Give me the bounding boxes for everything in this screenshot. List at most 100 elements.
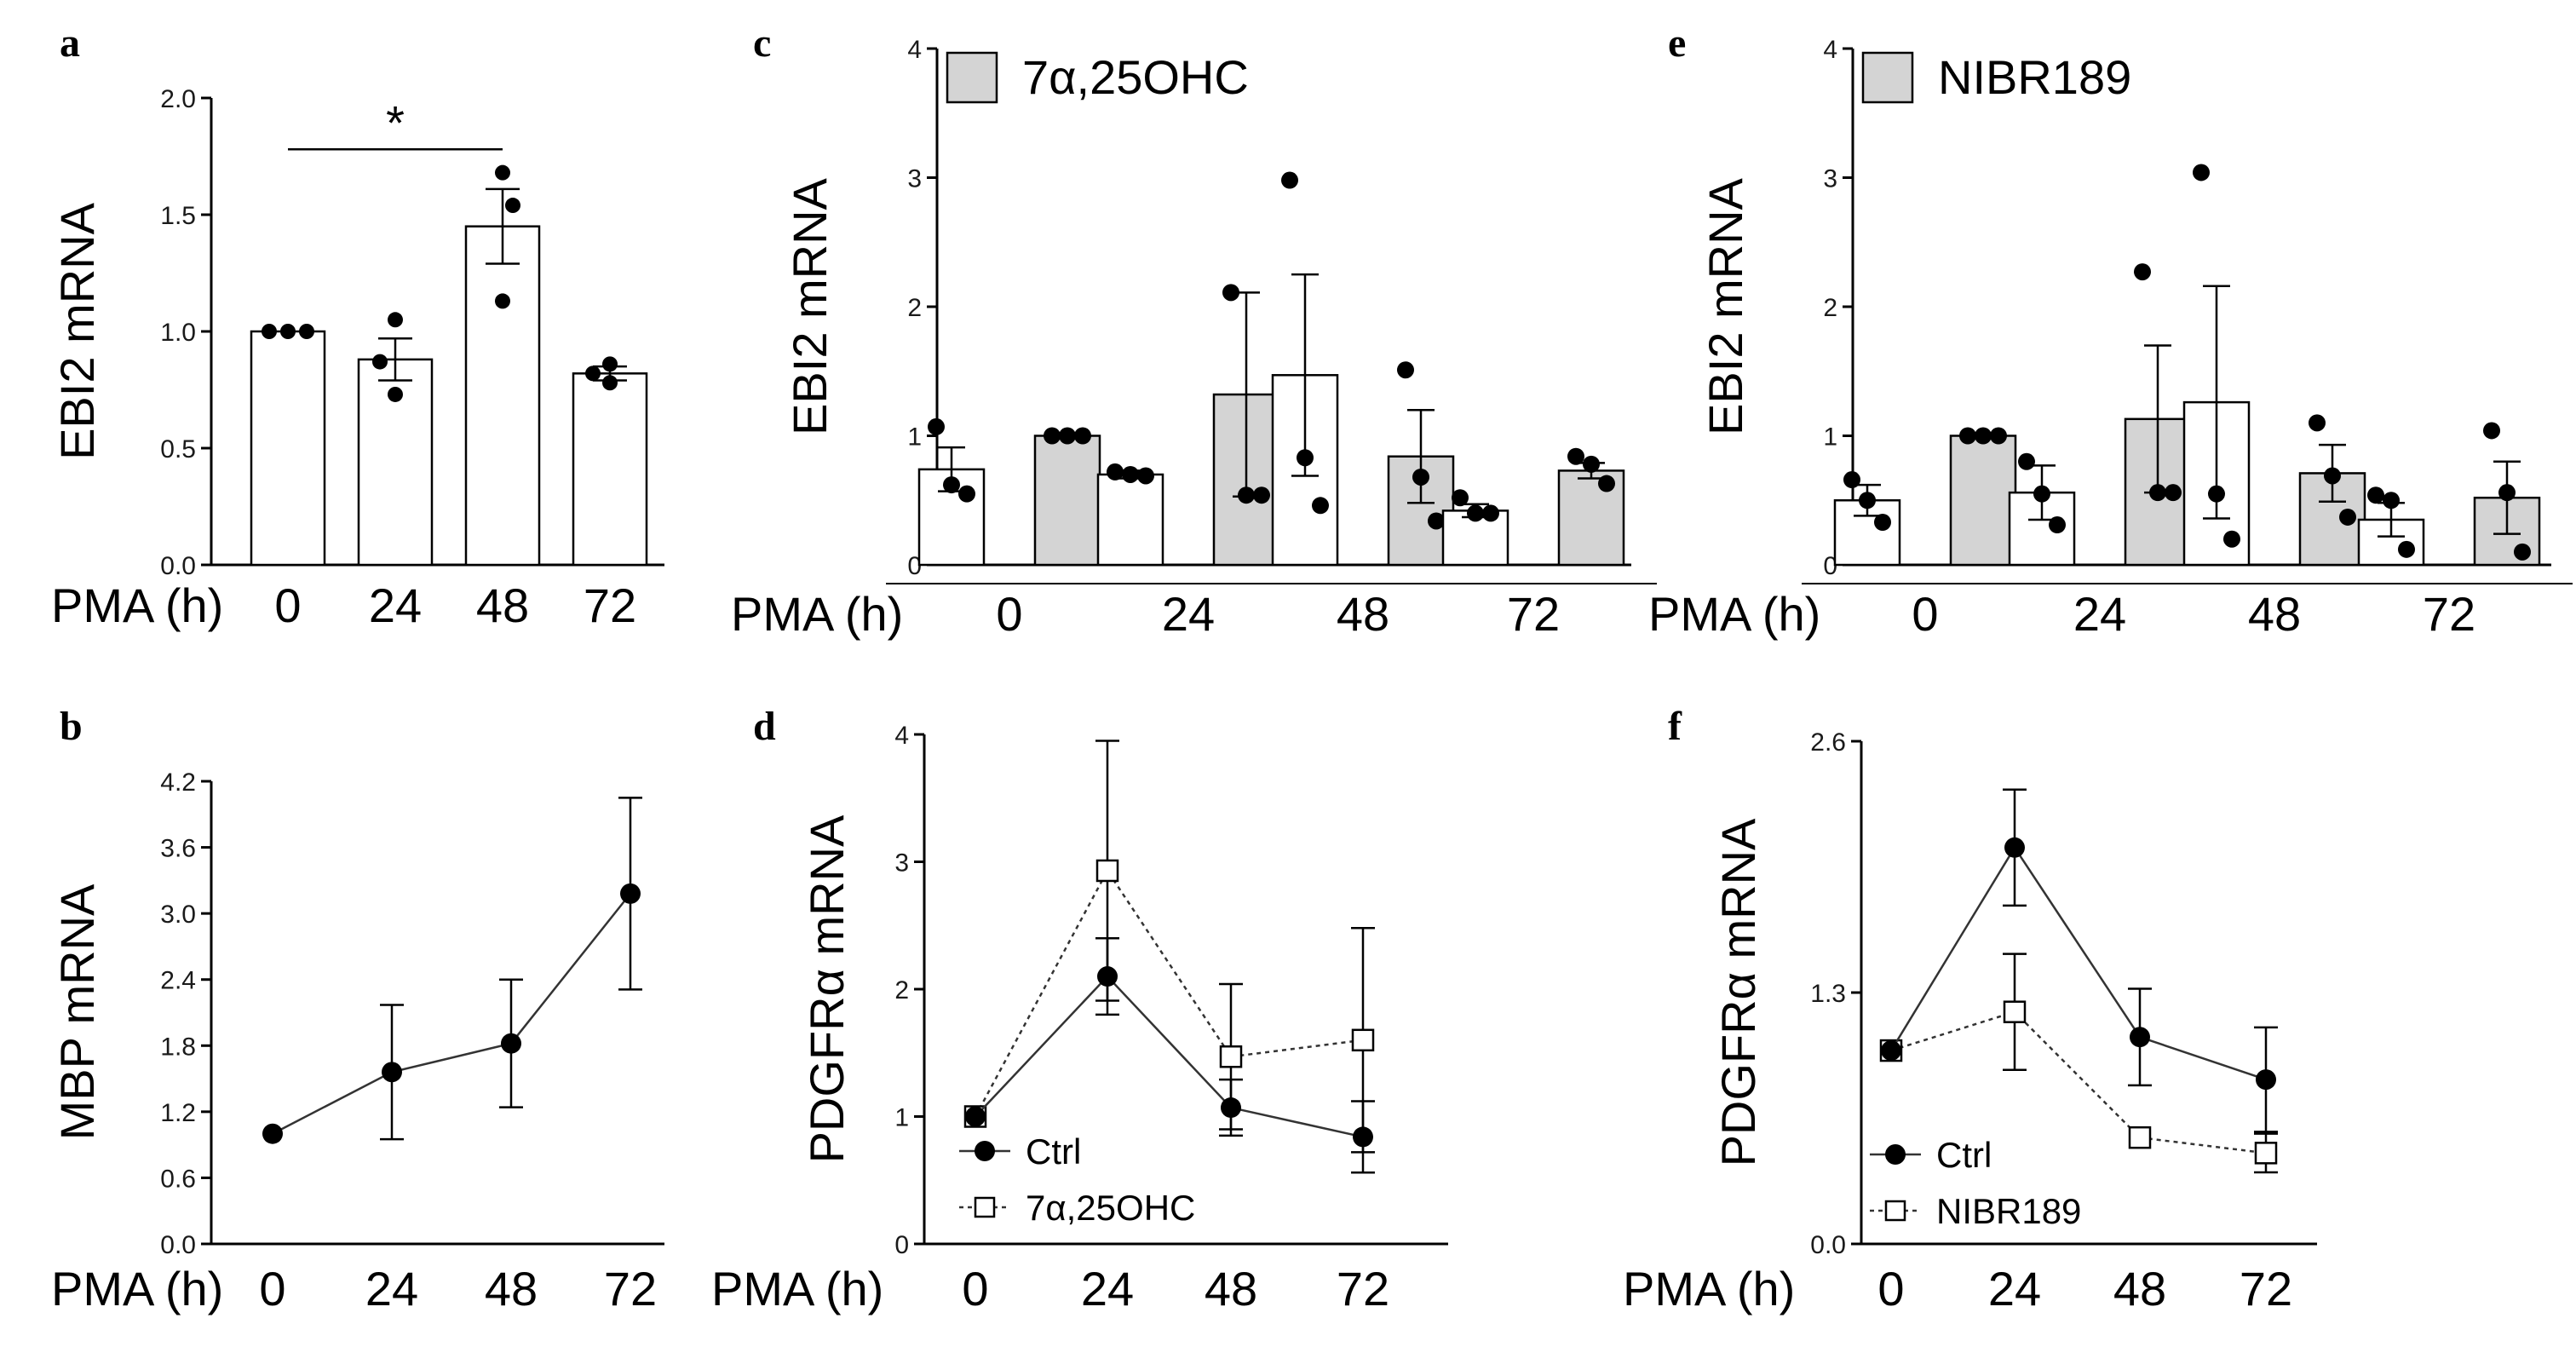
data-point-ctrl [1881, 1040, 1901, 1062]
data-point [2223, 530, 2240, 548]
y-tick-label: 4 [1823, 36, 1837, 64]
data-point [2324, 467, 2341, 485]
data-point [1253, 486, 1270, 504]
data-point [602, 375, 618, 391]
data-point [1874, 514, 1891, 532]
x-category-label: 72 [1337, 1262, 1389, 1315]
data-point [1059, 427, 1076, 445]
bar-ctrl [1096, 473, 1164, 567]
bar-treated [1949, 435, 2017, 567]
data-point [620, 883, 641, 904]
data-point [280, 324, 296, 339]
x-category-label: 0 [259, 1262, 285, 1315]
x-category-label: 48 [2248, 587, 2301, 641]
data-point [2398, 540, 2415, 558]
y-tick-label: 4 [907, 36, 922, 64]
data-point [505, 198, 520, 214]
data-point [2049, 516, 2066, 534]
series-line-treated [1890, 1010, 2267, 1154]
data-point [1975, 427, 1992, 445]
y-tick-label: 0.0 [160, 552, 196, 580]
data-point [262, 324, 277, 339]
y-axis-label: PDGFRα mRNA [800, 815, 854, 1163]
data-point [1959, 427, 1976, 445]
data-point [2165, 484, 2182, 502]
y-tick-label: 4.2 [160, 768, 196, 797]
data-point-treated [1219, 1045, 1243, 1068]
data-point [2367, 486, 2384, 504]
y-tick-label: 2 [894, 976, 909, 1004]
y-tick-label: 0.6 [160, 1165, 196, 1193]
data-point [1122, 465, 1139, 483]
data-point [2383, 492, 2400, 509]
x-category-label: 72 [2423, 587, 2475, 641]
y-axis-label: EBI2 mRNA [50, 202, 104, 459]
data-point [388, 386, 403, 402]
data-point [2193, 164, 2210, 181]
y-tick-label: 3.0 [160, 901, 196, 929]
y-tick-label: 0 [894, 1231, 909, 1259]
data-point [1222, 284, 1239, 302]
x-axis-title: PMA (h) [711, 1262, 883, 1315]
x-category-label: 24 [1988, 1262, 2041, 1315]
data-point [928, 417, 945, 435]
x-category-label: 72 [584, 579, 636, 632]
panel-f-pdgfra-nibr189-line-chart: 0.0 1.3 2.6 PDGFRα mRNA PMA (h) 0 24 48 72 Ctrl NI… [1623, 728, 2317, 1315]
data-point [495, 164, 510, 181]
data-point [299, 324, 314, 339]
y-tick-label: 1.8 [160, 1033, 196, 1061]
data-point [501, 1033, 521, 1054]
data-point [2339, 508, 2356, 526]
data-point [262, 1123, 283, 1144]
data-point [382, 1062, 402, 1083]
panel-d-pdgfra-7a25ohc-line-chart: 0 1 2 3 4 PDGFRα mRNA PMA (h) 0 24 48 72 Ctrl 7α,25O… [711, 722, 1448, 1315]
x-category-label: 0 [1877, 1262, 1904, 1315]
data-point [1297, 449, 1314, 467]
series-line-ctrl [975, 975, 1364, 1138]
x-axis-title: PMA (h) [51, 1262, 223, 1315]
panel-letter-e: e [1668, 20, 1686, 66]
data-point [372, 354, 388, 370]
legend-swatch [946, 51, 998, 104]
x-category-label: 48 [476, 579, 529, 632]
x-category-label: 0 [962, 1262, 988, 1315]
bar [250, 330, 326, 567]
bar-treated [1033, 435, 1101, 567]
x-category-label: 72 [1507, 587, 1560, 641]
data-point [1074, 427, 1091, 445]
data-point [1044, 427, 1061, 445]
data-point [1859, 492, 1876, 509]
y-axis-label: MBP mRNA [50, 884, 104, 1140]
data-point-ctrl [2004, 837, 2025, 858]
data-point [585, 366, 601, 382]
data-point-ctrl [2130, 1027, 2150, 1048]
data-point-treated [2003, 1000, 2027, 1023]
y-axis [1851, 740, 2317, 1246]
y-tick-label: 1 [1823, 423, 1837, 452]
data-point [1281, 171, 1298, 189]
x-category-label: 24 [1162, 587, 1215, 641]
legend-label-treated: 7α,25OHC [1026, 1188, 1195, 1228]
legend-marker-ctrl [975, 1141, 995, 1161]
y-tick-label: 4 [894, 722, 909, 750]
x-axis-title: PMA (h) [51, 579, 223, 632]
data-point-ctrl [2256, 1069, 2276, 1091]
y-tick-label: 3 [1823, 165, 1837, 193]
data-point [602, 356, 618, 372]
legend-swatch [1861, 51, 1914, 104]
y-tick-label: 2 [907, 294, 922, 322]
y-axis [201, 780, 664, 1246]
data-point [958, 485, 975, 503]
legend-label: NIBR189 [1938, 50, 2131, 104]
bar [572, 372, 648, 567]
x-category-label: 24 [365, 1262, 418, 1315]
data-point [2149, 484, 2166, 502]
legend-label-treated: NIBR189 [1936, 1191, 2081, 1231]
data-point [388, 312, 403, 328]
data-point [1397, 361, 1414, 379]
data-point [1843, 471, 1860, 489]
data-point-ctrl [1353, 1126, 1373, 1148]
data-point [1107, 463, 1124, 481]
panel-letter-a: a [60, 20, 80, 66]
